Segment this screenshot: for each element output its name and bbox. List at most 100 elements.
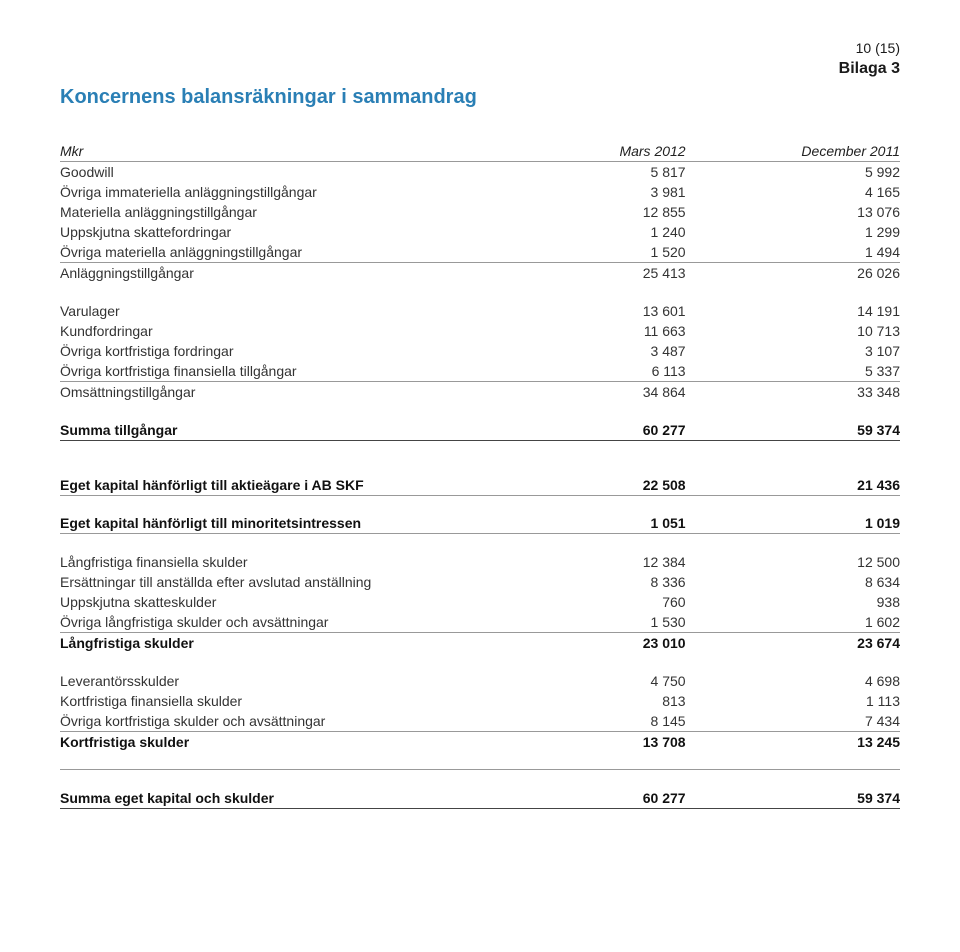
cell-label: Övriga immateriella anläggningstillgånga…	[60, 182, 547, 202]
cell-val-b: 1 019	[724, 513, 900, 534]
cell-val-a: 4 750	[547, 671, 723, 691]
cell-label: Omsättningstillgångar	[60, 382, 547, 403]
cell-label: Långfristiga finansiella skulder	[60, 552, 547, 572]
cell-val-b: 1 299	[724, 222, 900, 242]
cell-val-b: 4 698	[724, 671, 900, 691]
cell-label: Övriga materiella anläggningstillgångar	[60, 242, 547, 263]
page-number: 10 (15)	[60, 40, 900, 56]
cell-val-a: 8 145	[547, 711, 723, 732]
cell-val-a: 3 981	[547, 182, 723, 202]
table-row: Kundfordringar 11 663 10 713	[60, 321, 900, 341]
cell-label: Materiella anläggningstillgångar	[60, 202, 547, 222]
cell-val-a: 813	[547, 691, 723, 711]
cell-val-b: 8 634	[724, 572, 900, 592]
table-header-row: Mkr Mars 2012 December 2011	[60, 141, 900, 162]
cell-label: Uppskjutna skattefordringar	[60, 222, 547, 242]
cell-val-b: 59 374	[724, 788, 900, 809]
cell-val-b: 26 026	[724, 263, 900, 284]
cell-label: Eget kapital hänförligt till minoritetsi…	[60, 513, 547, 534]
cell-val-b: 13 076	[724, 202, 900, 222]
cell-label: Summa tillgångar	[60, 420, 547, 441]
cell-val-a: 6 113	[547, 361, 723, 382]
cell-val-a: 1 240	[547, 222, 723, 242]
cell-val-a: 22 508	[547, 475, 723, 496]
cell-val-b: 4 165	[724, 182, 900, 202]
cell-val-a: 25 413	[547, 263, 723, 284]
cell-label: Ersättningar till anställda efter avslut…	[60, 572, 547, 592]
cell-val-a: 12 855	[547, 202, 723, 222]
table-row: Anläggningstillgångar 25 413 26 026	[60, 263, 900, 284]
cell-val-a: 3 487	[547, 341, 723, 361]
cell-val-a: 13 708	[547, 731, 723, 752]
cell-label: Långfristiga skulder	[60, 632, 547, 653]
col-header-2: December 2011	[724, 141, 900, 162]
table-row: Eget kapital hänförligt till minoritetsi…	[60, 513, 900, 534]
cell-val-b: 10 713	[724, 321, 900, 341]
cell-val-b: 1 113	[724, 691, 900, 711]
appendix-label: Bilaga 3	[60, 60, 900, 78]
cell-val-a: 11 663	[547, 321, 723, 341]
cell-label: Goodwill	[60, 162, 547, 183]
cell-val-b: 1 602	[724, 612, 900, 633]
table-row: Kortfristiga finansiella skulder 813 1 1…	[60, 691, 900, 711]
cell-val-a: 1 520	[547, 242, 723, 263]
cell-val-a: 34 864	[547, 382, 723, 403]
table-row-sum: Summa eget kapital och skulder 60 277 59…	[60, 788, 900, 809]
table-row: Omsättningstillgångar 34 864 33 348	[60, 382, 900, 403]
cell-val-b: 1 494	[724, 242, 900, 263]
cell-label: Summa eget kapital och skulder	[60, 788, 547, 809]
cell-label: Uppskjutna skatteskulder	[60, 592, 547, 612]
cell-val-b: 13 245	[724, 731, 900, 752]
table-row: Materiella anläggningstillgångar 12 855 …	[60, 202, 900, 222]
cell-label: Kortfristiga skulder	[60, 731, 547, 752]
table-row: Övriga kortfristiga skulder och avsättni…	[60, 711, 900, 732]
cell-val-a: 760	[547, 592, 723, 612]
cell-val-b: 5 337	[724, 361, 900, 382]
table-row: Uppskjutna skattefordringar 1 240 1 299	[60, 222, 900, 242]
cell-label: Anläggningstillgångar	[60, 263, 547, 284]
page-title: Koncernens balansräkningar i sammandrag	[60, 86, 900, 109]
table-row-sum: Kortfristiga skulder 13 708 13 245	[60, 731, 900, 752]
cell-val-a: 12 384	[547, 552, 723, 572]
cell-val-a: 13 601	[547, 301, 723, 321]
table-row: Övriga immateriella anläggningstillgånga…	[60, 182, 900, 202]
col-header-1: Mars 2012	[547, 141, 723, 162]
table-row: Uppskjutna skatteskulder 760 938	[60, 592, 900, 612]
cell-val-a: 23 010	[547, 632, 723, 653]
table-row-sum: Långfristiga skulder 23 010 23 674	[60, 632, 900, 653]
cell-label: Kundfordringar	[60, 321, 547, 341]
col-header-0: Mkr	[60, 141, 547, 162]
table-row: Övriga kortfristiga fordringar 3 487 3 1…	[60, 341, 900, 361]
cell-val-a: 5 817	[547, 162, 723, 183]
cell-label: Övriga kortfristiga skulder och avsättni…	[60, 711, 547, 732]
cell-label: Kortfristiga finansiella skulder	[60, 691, 547, 711]
table-row: Övriga långfristiga skulder och avsättni…	[60, 612, 900, 633]
table-row: Leverantörsskulder 4 750 4 698	[60, 671, 900, 691]
cell-val-a: 8 336	[547, 572, 723, 592]
cell-label: Leverantörsskulder	[60, 671, 547, 691]
table-row: Varulager 13 601 14 191	[60, 301, 900, 321]
cell-val-b: 12 500	[724, 552, 900, 572]
cell-label: Eget kapital hänförligt till aktieägare …	[60, 475, 547, 496]
table-row: Eget kapital hänförligt till aktieägare …	[60, 475, 900, 496]
cell-val-a: 60 277	[547, 420, 723, 441]
cell-val-b: 14 191	[724, 301, 900, 321]
cell-val-a: 1 530	[547, 612, 723, 633]
cell-val-b: 59 374	[724, 420, 900, 441]
cell-label: Övriga kortfristiga finansiella tillgång…	[60, 361, 547, 382]
cell-label: Övriga kortfristiga fordringar	[60, 341, 547, 361]
table-row: Goodwill 5 817 5 992	[60, 162, 900, 183]
table-row: Övriga materiella anläggningstillgångar …	[60, 242, 900, 263]
cell-val-b: 33 348	[724, 382, 900, 403]
cell-label: Varulager	[60, 301, 547, 321]
cell-val-b: 5 992	[724, 162, 900, 183]
table-row: Ersättningar till anställda efter avslut…	[60, 572, 900, 592]
table-row-sum: Summa tillgångar 60 277 59 374	[60, 420, 900, 441]
table-row: Övriga kortfristiga finansiella tillgång…	[60, 361, 900, 382]
cell-val-b: 7 434	[724, 711, 900, 732]
balance-sheet-table: Mkr Mars 2012 December 2011 Goodwill 5 8…	[60, 141, 900, 809]
cell-val-b: 23 674	[724, 632, 900, 653]
table-row: Långfristiga finansiella skulder 12 384 …	[60, 552, 900, 572]
cell-val-b: 3 107	[724, 341, 900, 361]
cell-val-a: 1 051	[547, 513, 723, 534]
